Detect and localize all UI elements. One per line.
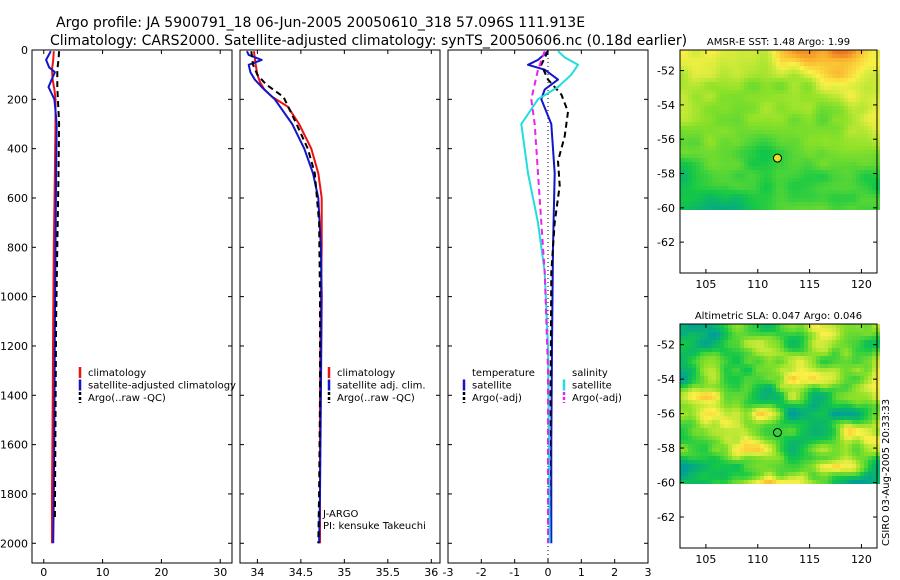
legend-entry: salinity <box>572 368 608 379</box>
map-y-tick-label: -62 <box>657 511 675 524</box>
series-group <box>246 50 323 544</box>
map-title: AMSR-E SST: 1.48 Argo: 1.99 <box>707 37 850 48</box>
legend-entry: climatology <box>337 368 395 379</box>
legend-entry: Argo(..raw -QC) <box>337 393 415 404</box>
series-line-argo <box>53 51 61 519</box>
y-tick-label: 1000 <box>0 291 28 304</box>
y-tick-label: 400 <box>7 143 28 156</box>
map-title: Altimetric SLA: 0.047 Argo: 0.046 <box>695 311 862 322</box>
y-tick-label: 800 <box>7 241 28 254</box>
map-x-tick-label: 105 <box>695 278 716 291</box>
legend-entry: satellite <box>572 381 612 392</box>
legend-entry: Argo(-adj) <box>572 393 622 404</box>
legend-entry: satellite-adjusted climatology <box>88 381 236 392</box>
map-field <box>680 324 880 484</box>
x-tick-label: 1 <box>578 566 585 579</box>
x-tick-label: 34 <box>250 566 264 579</box>
y-tick-label: 1800 <box>0 488 28 501</box>
series-group <box>45 50 61 544</box>
map-y-tick-label: -54 <box>657 99 675 112</box>
x-tick-label: 2 <box>611 566 618 579</box>
sla-map: Altimetric SLA: 0.047 Argo: 0.046 105 110 1… <box>657 311 880 566</box>
map-y-tick-label: -52 <box>657 339 675 352</box>
map-y-tick-label: -58 <box>657 442 675 455</box>
plot-frame <box>239 49 441 564</box>
map-x-tick-label: 110 <box>747 553 768 566</box>
x-tick-label: 36 <box>424 566 438 579</box>
y-tick-label: 0 <box>21 44 28 57</box>
map-field <box>680 50 880 210</box>
y-tick-label: 600 <box>7 192 28 205</box>
creation-stamp: CSIRO 03-Aug-2005 20:33:33 <box>881 399 892 546</box>
x-tick-label: -2 <box>476 566 487 579</box>
map-y-tick-label: -58 <box>657 168 675 181</box>
x-tick-label: 10 <box>96 566 110 579</box>
legend-entry: Argo(-adj) <box>472 393 522 404</box>
difference-panel: -3-2-10123difference from climatologytem… <box>443 49 652 579</box>
map-x-tick-label: 120 <box>851 553 872 566</box>
y-tick-label: 1400 <box>0 389 28 402</box>
x-tick-label: -1 <box>509 566 520 579</box>
x-tick-label: 0 <box>545 566 552 579</box>
x-tick-label: -3 <box>443 566 454 579</box>
x-tick-label: 35 <box>337 566 351 579</box>
map-frame <box>679 49 878 274</box>
figure-title-line1: Argo profile: JA 5900791_18 06-Jun-2005 … <box>56 15 585 31</box>
map-y-tick-label: -60 <box>657 202 675 215</box>
x-tick-label: 3 <box>645 566 652 579</box>
x-tick-label: 35.5 <box>376 566 401 579</box>
y-tick-label: 1600 <box>0 439 28 452</box>
map-y-tick-label: -54 <box>657 373 675 386</box>
legend-entry: temperature <box>472 368 535 379</box>
x-tick-label: 20 <box>154 566 168 579</box>
map-x-tick-label: 115 <box>799 553 820 566</box>
y-tick-label: 200 <box>7 93 28 106</box>
series-line-satellite <box>45 50 58 544</box>
plot-frame <box>31 49 233 564</box>
map-y-tick-label: -52 <box>657 65 675 78</box>
map-y-tick-label: -60 <box>657 477 675 490</box>
x-tick-label: 30 <box>213 566 227 579</box>
map-x-tick-label: 115 <box>799 278 820 291</box>
series-line-temperature-satellite <box>527 50 559 544</box>
series-group <box>520 50 579 544</box>
temperature-panel: 0102030temperature0200400600800100012001… <box>0 44 236 579</box>
legend-entry: satellite <box>472 381 512 392</box>
map-frame <box>679 323 878 549</box>
map-x-tick-label: 120 <box>851 278 872 291</box>
map-y-tick-label: -62 <box>657 236 675 249</box>
figure-title-line2: Climatology: CARS2000. Satellite-adjuste… <box>50 33 687 49</box>
map-x-tick-label: 105 <box>695 553 716 566</box>
series-line-salinity-satellite <box>520 50 579 544</box>
y-tick-label: 1200 <box>0 340 28 353</box>
series-line-salinity-argo <box>530 50 549 544</box>
annotation: PI: kensuke Takeuchi <box>323 521 426 532</box>
argo-float-marker <box>772 428 782 438</box>
legend-entry: satellite adj. clim. <box>337 381 426 392</box>
argo-float-marker <box>772 153 782 163</box>
map-y-tick-label: -56 <box>657 408 675 421</box>
x-tick-label: 34.5 <box>289 566 314 579</box>
salinity-panel: 3434.53535.536salinityclimatologysatelli… <box>239 49 441 579</box>
annotation: J-ARGO <box>322 509 359 520</box>
series-line-argo <box>250 51 321 544</box>
legend-entry: climatology <box>88 368 146 379</box>
map-y-tick-label: -56 <box>657 133 675 146</box>
map-x-tick-label: 110 <box>747 278 768 291</box>
sst-map: AMSR-E SST: 1.48 Argo: 1.99 105 110 115 120 -… <box>657 37 880 291</box>
y-tick-label: 2000 <box>0 537 28 550</box>
legend-entry: Argo(..raw -QC) <box>88 393 166 404</box>
x-tick-label: 0 <box>40 566 47 579</box>
